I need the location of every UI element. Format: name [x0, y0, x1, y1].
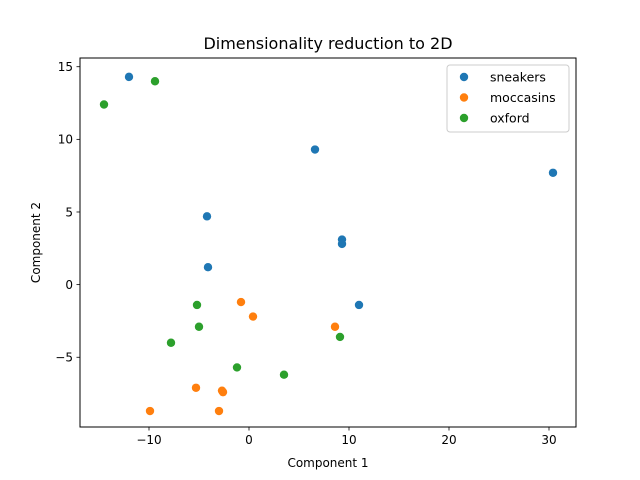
point-sneakers — [548, 168, 558, 177]
y-tick-label: 0 — [65, 278, 73, 292]
y-tick-label: 15 — [58, 60, 73, 74]
point-moccasins — [145, 406, 155, 416]
data-points — [99, 72, 558, 416]
point-sneakers — [124, 72, 134, 82]
x-tick-label: 10 — [341, 433, 356, 447]
x-tick-label: 20 — [441, 433, 456, 447]
point-moccasins — [214, 406, 224, 416]
point-oxford — [335, 332, 345, 342]
legend-marker-moccasins — [459, 93, 469, 102]
legend-label-sneakers: sneakers — [490, 70, 546, 85]
point-oxford — [279, 370, 289, 379]
x-axis-label: Component 1 — [287, 456, 368, 470]
legend-label-oxford: oxford — [490, 111, 530, 126]
y-tick-label: 10 — [58, 133, 73, 147]
legend-box — [446, 64, 570, 133]
y-axis-label: Component 2 — [29, 202, 43, 283]
point-moccasins — [330, 322, 340, 331]
point-sneakers — [203, 262, 213, 272]
chart-title: Dimensionality reduction to 2D — [203, 34, 452, 53]
point-oxford — [194, 322, 204, 331]
point-sneakers — [337, 239, 347, 249]
legend-marker-sneakers — [459, 72, 469, 82]
point-moccasins — [218, 387, 228, 397]
point-oxford — [192, 300, 202, 310]
point-sneakers — [202, 212, 212, 221]
legend-label-moccasins: moccasins — [490, 90, 556, 105]
point-moccasins — [236, 297, 246, 307]
legend-marker-oxford — [459, 113, 469, 123]
x-tick-label: −10 — [136, 433, 161, 447]
point-moccasins — [191, 383, 201, 392]
legend: sneakers moccasins oxford — [446, 64, 570, 133]
point-sneakers — [310, 145, 320, 154]
x-tick-label: 30 — [541, 433, 556, 447]
y-tick-label: −5 — [55, 351, 73, 365]
y-axis: −5 0 5 10 15 — [55, 60, 80, 365]
y-tick-label: 5 — [65, 205, 73, 219]
point-sneakers — [354, 300, 364, 310]
plot-area-frame — [79, 57, 577, 428]
point-oxford — [232, 363, 242, 372]
point-oxford — [99, 100, 109, 109]
point-oxford — [166, 338, 176, 347]
x-axis: −10 0 10 20 30 — [136, 427, 557, 447]
x-tick-label: 0 — [245, 433, 253, 447]
point-oxford — [150, 77, 160, 86]
point-moccasins — [248, 312, 258, 321]
